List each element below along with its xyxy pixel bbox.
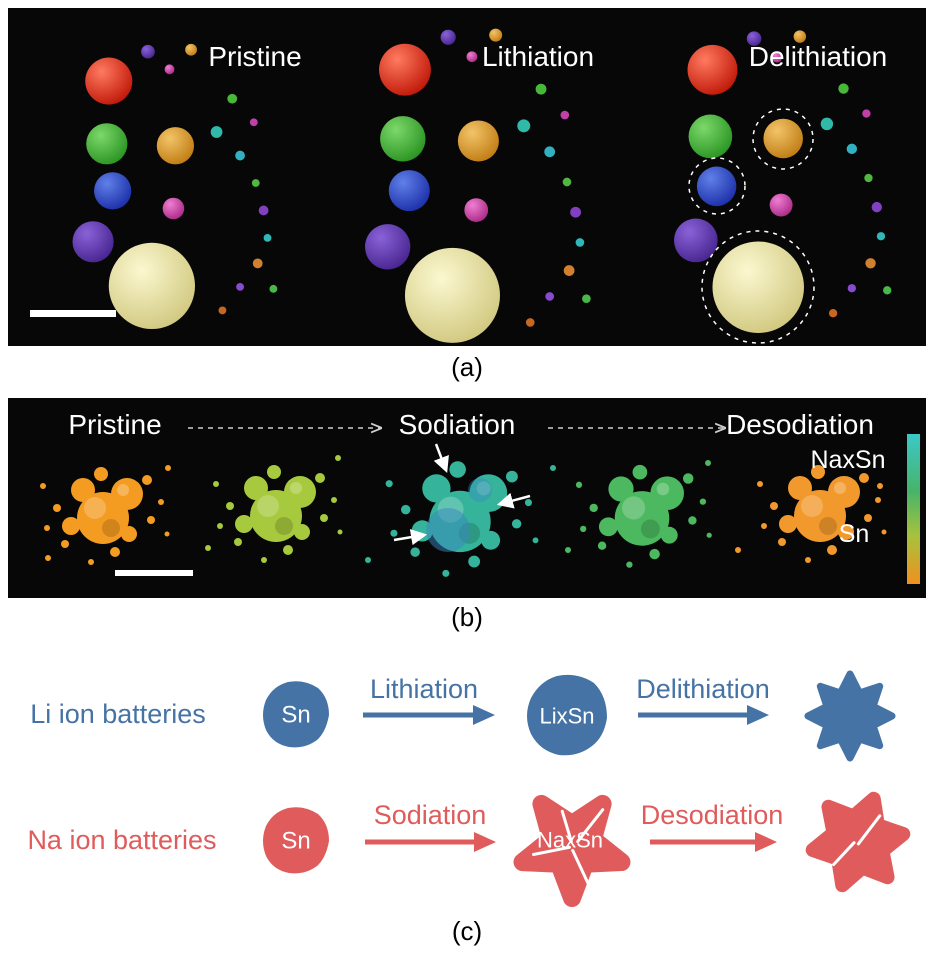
desodiation-arrow xyxy=(650,832,777,852)
na-pristine-sn-label: Sn xyxy=(281,828,310,855)
stage-label-pristine-b: Pristine xyxy=(68,409,162,440)
annotation-arrow-down xyxy=(433,443,449,474)
scale-bar-a xyxy=(30,310,116,317)
panel-c-schematic: Li ion batteries Sn Lithiation LixSn Del… xyxy=(27,670,911,908)
sodiated-blue-region-small xyxy=(468,478,492,502)
delithiation-arrow-label: Delithiation xyxy=(636,674,770,704)
colorbar xyxy=(907,434,920,584)
li-row-label: Li ion batteries xyxy=(30,699,206,729)
annotation-arrows xyxy=(393,443,531,546)
sodiation-arrow xyxy=(365,832,496,852)
stage-label-lithiation: Lithiation xyxy=(481,41,595,72)
li-pristine-sn-particle xyxy=(263,681,329,748)
particle-cluster-delithiation xyxy=(674,30,892,344)
scale-bar-b xyxy=(115,570,193,576)
li-pristine-sn-label: Sn xyxy=(281,702,310,729)
panel-a-render xyxy=(72,28,892,344)
na-desodiated-cracked-particle xyxy=(805,791,911,893)
sodiated-blue-region xyxy=(426,508,470,552)
panel-b-na-tomography: Pristine Sodiation Desodiation NaxSn Sn xyxy=(8,398,926,598)
annotation-arrow-left xyxy=(496,492,531,509)
na-row-label: Na ion batteries xyxy=(27,825,216,855)
li-intermediate-particle xyxy=(527,674,607,756)
cluster-partially-desodiated xyxy=(575,464,712,568)
na-pristine-sn-particle xyxy=(263,807,329,874)
highlight-circle-large-particle xyxy=(701,230,815,344)
li-intermediate-label: LixSn xyxy=(539,704,594,729)
cluster-early-sodiation xyxy=(213,465,343,563)
li-delithiated-cracked-particle xyxy=(804,670,896,762)
cluster-pristine-sn xyxy=(40,467,170,565)
particle-cluster-pristine xyxy=(72,43,278,330)
lithiation-arrow xyxy=(363,705,495,725)
desodiation-arrow-label: Desodiation xyxy=(641,800,784,830)
colorbar-label-top: NaxSn xyxy=(810,446,886,474)
caption-b: (b) xyxy=(451,602,483,632)
panel-a-li-tomography: Pristine Lithiation Delithiation xyxy=(8,8,926,346)
particle-cluster-lithiation xyxy=(365,28,591,343)
caption-a: (a) xyxy=(451,352,483,382)
highlight-circle-gold-particle xyxy=(752,108,814,170)
stage-label-sodiation: Sodiation xyxy=(398,409,516,440)
lithiation-arrow-label: Lithiation xyxy=(370,674,478,704)
delithiation-arrow xyxy=(638,705,769,725)
colorbar-label-bottom: Sn xyxy=(838,520,870,548)
sodiation-arrow-label: Sodiation xyxy=(374,800,487,830)
stage-label-delithiation: Delithiation xyxy=(748,41,888,72)
stage-label-pristine-a: Pristine xyxy=(208,41,302,72)
na-intermediate-particle xyxy=(513,794,631,908)
stage-label-desodiation: Desodiation xyxy=(726,409,874,440)
debris-specks xyxy=(45,455,883,563)
highlight-circle-blue-particle xyxy=(688,157,746,215)
panel-b-render xyxy=(40,398,920,584)
na-intermediate-label: NaxSn xyxy=(537,828,603,853)
caption-c: (c) xyxy=(451,916,483,946)
annotation-arrow-right xyxy=(393,529,428,546)
